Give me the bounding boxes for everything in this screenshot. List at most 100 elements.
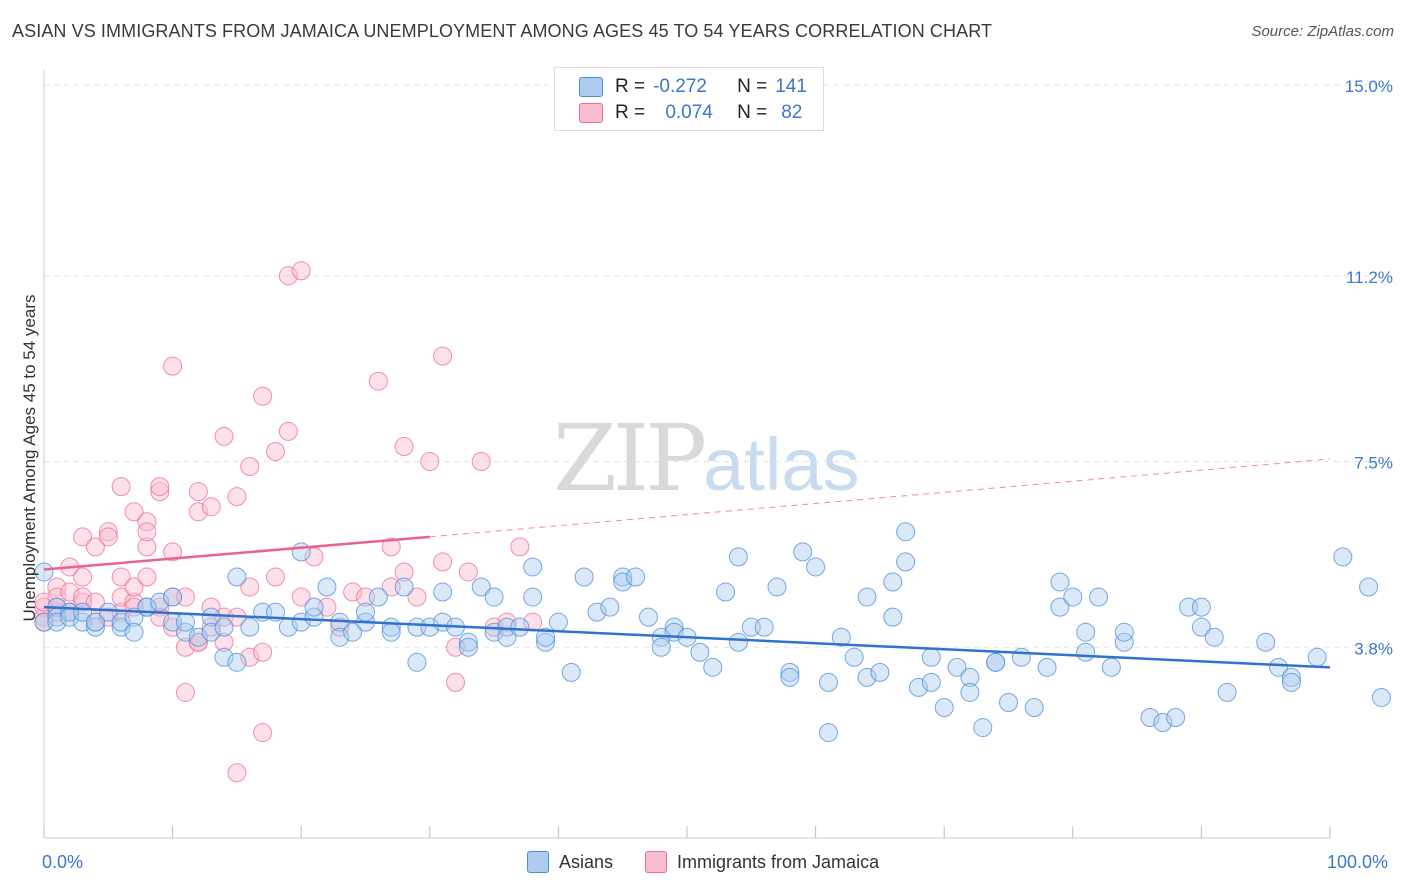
asians-point [728,547,748,567]
asians-point [536,632,556,652]
jamaica-point [188,482,208,502]
asians-point [793,542,813,562]
jamaica-point [137,522,157,542]
asians-point [523,557,543,577]
asians-point [908,677,928,697]
asians-point [471,577,491,597]
asians-point [896,552,916,572]
asians-point [150,592,170,612]
asians-point [1204,627,1224,647]
asians-point [1050,572,1070,592]
jamaica-point [111,567,131,587]
jamaica-point [381,537,401,557]
legend-item-asians[interactable]: Asians [527,851,613,873]
legend-label-asians: Asians [559,851,614,872]
asians-point [626,567,646,587]
asians-point [1191,617,1211,637]
asians-point [317,577,337,597]
jamaica-point [137,512,157,532]
legend-row-jamaica: R = 0.074 N = 82 [579,100,802,126]
asians-trend-line [43,605,1331,669]
y-tick-label: 7.5% [1354,454,1393,473]
jamaica-point [240,577,260,597]
asians-point [523,587,543,607]
x-ticks [43,826,1331,838]
asians-point [85,617,105,637]
asians-point [844,647,864,667]
jamaica-point [60,582,80,602]
series-legend: Asians Immigrants from Jamaica [527,851,911,873]
jamaica-point [163,617,183,637]
jamaica-point [214,426,234,446]
legend-swatch-jamaica [579,103,603,123]
series-asians-points [34,522,1391,743]
asians-point [1076,622,1096,642]
axes [43,70,1330,839]
asians-point [111,617,131,637]
x-tick-label-max: 100.0% [1327,852,1389,872]
legend-label-jamaica: Immigrants from Jamaica [677,851,880,872]
asians-point [587,602,607,622]
jamaica-point [137,567,157,587]
asians-point [818,723,838,743]
jamaica-point [253,723,273,743]
asians-point [548,612,568,632]
jamaica-point [471,452,491,472]
watermark-atlas: atlas [703,423,860,506]
jamaica-point [214,632,234,652]
y-tick-label: 11.2% [1346,268,1393,287]
asians-point [368,587,388,607]
jamaica-point [73,587,93,607]
jamaica-point [47,577,67,597]
legend-r-value: -0.272 [653,76,707,97]
jamaica-point [73,567,93,587]
jamaica-point [124,502,144,522]
legend-n-value: 82 [781,102,803,123]
jamaica-point [278,266,298,286]
asians-point [651,637,671,657]
asians-point [1281,672,1301,692]
asians-point [188,627,208,647]
asians-point [381,622,401,642]
jamaica-point [227,487,247,507]
legend-swatch-jamaica [645,851,668,873]
legend-swatch-asians [527,851,549,873]
asians-point [1089,587,1109,607]
legend-item-jamaica[interactable]: Immigrants from Jamaica [645,851,879,873]
asians-point [1269,657,1289,677]
asians-point [291,612,311,632]
asians-point [407,652,427,672]
asians-point [600,597,620,617]
asians-point [960,682,980,702]
x-tick-label-min: 0.0% [42,852,84,872]
jamaica-point [201,497,221,517]
asians-point [227,652,247,672]
asians-point [304,597,324,617]
asians-point [240,617,260,637]
jamaica-point [278,421,298,441]
jamaica-point [137,537,157,557]
asians-point [304,607,324,627]
asians-point [831,627,851,647]
y-tick-labels: 3.8% 7.5% 11.2% 15.0% [1345,77,1393,658]
asians-point [999,692,1018,712]
asians-point [780,662,800,682]
jamaica-point [291,261,311,281]
asians-point [1307,647,1327,667]
asians-point [638,607,658,627]
legend-row-asians: R = -0.272 N = 141 [579,74,807,100]
asians-point [458,632,478,652]
legend-n-label: N = [737,76,768,97]
jamaica-point [188,502,208,522]
jamaica-trend-extension [429,458,1331,538]
jamaica-point [111,587,131,607]
jamaica-point [343,582,363,602]
asians-point [986,652,1006,672]
jamaica-point [150,477,170,497]
y-tick-label: 15.0% [1345,77,1393,96]
asians-point [1333,547,1353,567]
jamaica-point [368,371,388,391]
jamaica-point [188,632,208,652]
asians-point [175,622,195,642]
jamaica-point [265,567,285,587]
